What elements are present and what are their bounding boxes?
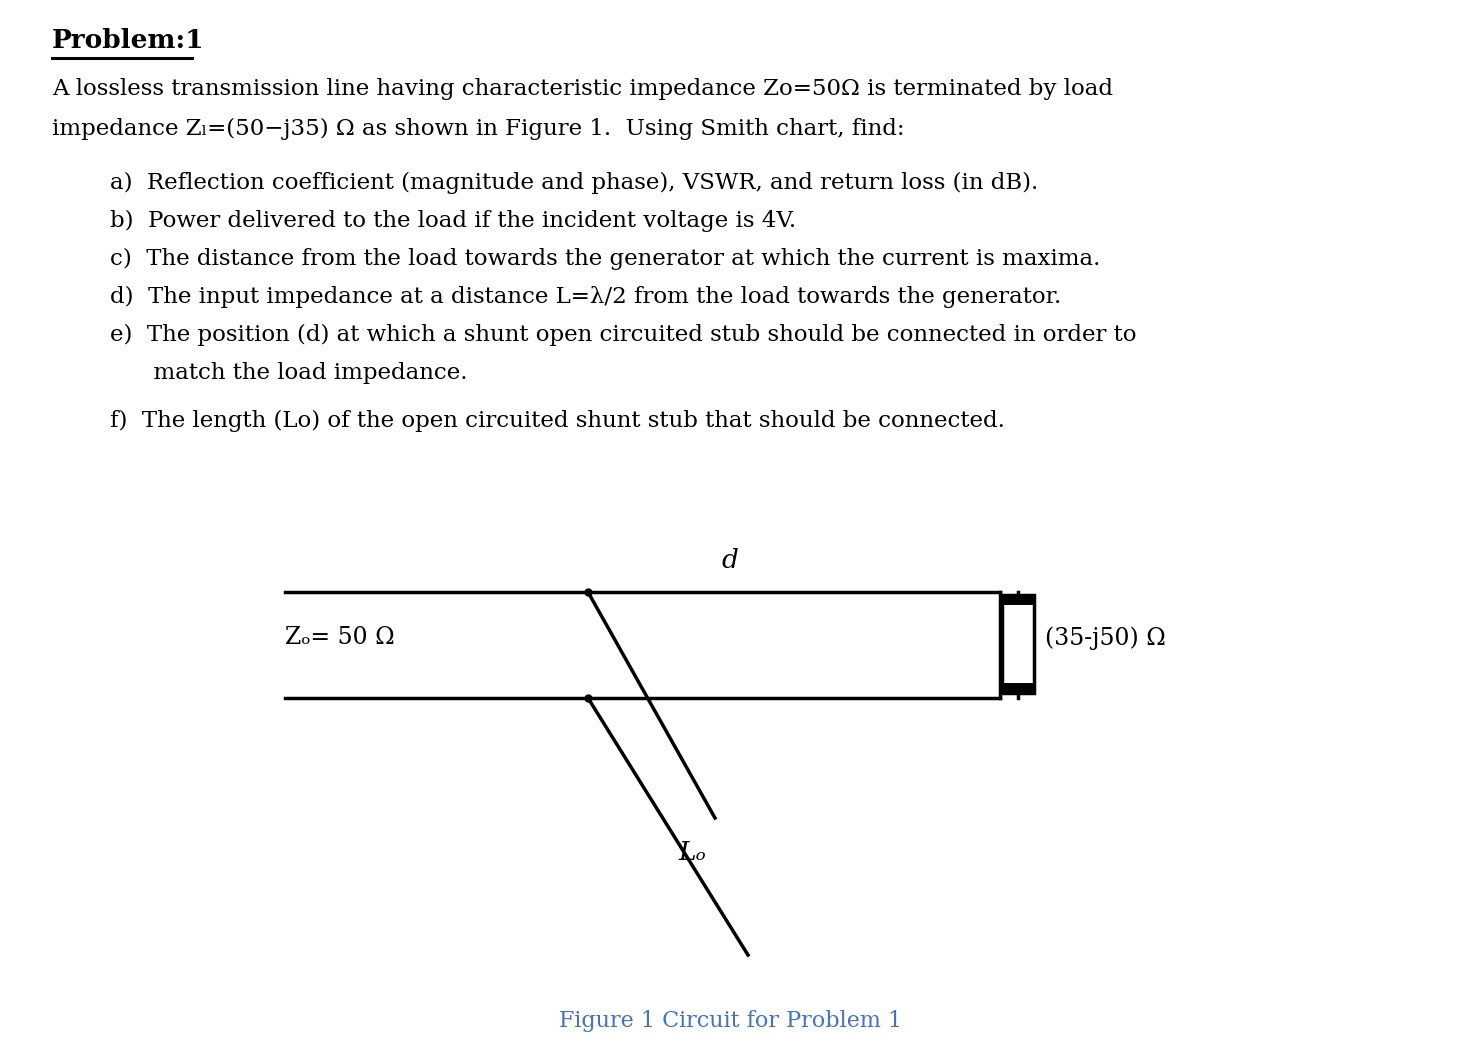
Text: Lₒ: Lₒ — [678, 840, 706, 865]
Text: impedance Zₗ=(50−j35) Ω as shown in Figure 1.  Using Smith chart, find:: impedance Zₗ=(50−j35) Ω as shown in Figu… — [53, 118, 905, 140]
Text: Zₒ= 50 Ω: Zₒ= 50 Ω — [285, 626, 395, 650]
Bar — [1001, 595, 1034, 693]
Text: d)  The input impedance at a distance L=λ/2 from the load towards the generator.: d) The input impedance at a distance L=λ… — [110, 286, 1061, 308]
Text: e)  The position (d) at which a shunt open circuited stub should be connected in: e) The position (d) at which a shunt ope… — [110, 324, 1136, 346]
Text: f)  The length (Lo) of the open circuited shunt stub that should be connected.: f) The length (Lo) of the open circuited… — [110, 410, 1004, 432]
Bar — [1001, 595, 1034, 605]
Text: a)  Reflection coefficient (magnitude and phase), VSWR, and return loss (in dB).: a) Reflection coefficient (magnitude and… — [110, 172, 1038, 194]
Text: c)  The distance from the load towards the generator at which the current is max: c) The distance from the load towards th… — [110, 248, 1101, 270]
Text: Problem:1: Problem:1 — [53, 28, 205, 53]
Text: Figure 1 Circuit for Problem 1: Figure 1 Circuit for Problem 1 — [560, 1010, 902, 1032]
Text: (35-j50) Ω: (35-j50) Ω — [1045, 626, 1165, 650]
Text: match the load impedance.: match the load impedance. — [110, 362, 468, 384]
Text: A lossless transmission line having characteristic impedance Zo=50Ω is terminate: A lossless transmission line having char… — [53, 78, 1113, 100]
Bar — [1001, 683, 1034, 693]
Text: d: d — [722, 548, 738, 573]
Text: b)  Power delivered to the load if the incident voltage is 4V.: b) Power delivered to the load if the in… — [110, 210, 797, 232]
